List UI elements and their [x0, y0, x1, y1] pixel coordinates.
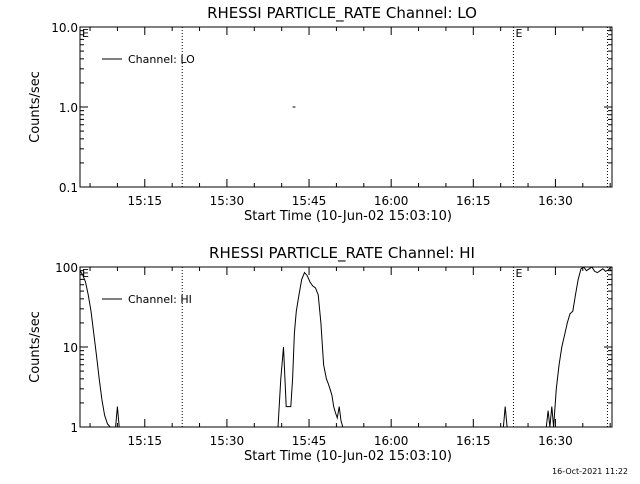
y-tick-label: 100	[55, 261, 78, 275]
y-tick-label: 10	[63, 341, 78, 355]
x-tick-label: 16:30	[538, 434, 573, 448]
x-tick-label: 15:45	[292, 434, 327, 448]
series-line	[553, 266, 612, 428]
y-axis-label: Counts/sec	[28, 71, 43, 143]
x-tick-label: 15:15	[127, 434, 162, 448]
series-line	[79, 270, 113, 428]
x-tick-label: 16:15	[456, 434, 491, 448]
series-line	[277, 271, 344, 428]
x-tick-label: 15:30	[210, 434, 245, 448]
y-tick-label: 0.1	[59, 181, 78, 195]
interval-marker-label: E	[515, 27, 522, 40]
plot-frame	[79, 266, 613, 428]
series-line	[115, 406, 120, 428]
x-tick-label: 15:15	[127, 194, 162, 208]
y-axis-label: Counts/sec	[28, 311, 43, 383]
x-axis-label: Start Time (10-Jun-02 15:03:10)	[244, 449, 452, 464]
interval-marker-label: E	[515, 267, 522, 280]
plot-frame	[79, 26, 613, 188]
y-tick-label: 1	[70, 421, 78, 435]
y-tick-label: 1.0	[59, 101, 78, 115]
chart-panel-hi: RHESSI PARTICLE_RATE Channel: HI 15:15 15:…	[28, 244, 613, 464]
y-tick-label: 10.0	[51, 21, 78, 35]
series-line	[502, 406, 508, 428]
x-tick-label: 16:00	[374, 194, 409, 208]
x-tick-label: 16:00	[374, 434, 409, 448]
x-tick-label: 16:15	[456, 194, 491, 208]
chart-title: RHESSI PARTICLE_RATE Channel: HI	[209, 244, 475, 263]
legend-entry: Channel: LO	[128, 53, 195, 66]
timestamp: 16-Oct-2021 11:22	[552, 467, 628, 476]
x-axis-label: Start Time (10-Jun-02 15:03:10)	[244, 209, 452, 224]
interval-marker-label: E	[82, 267, 89, 280]
chart-title: RHESSI PARTICLE_RATE Channel: LO	[207, 4, 477, 23]
x-tick-label: 15:30	[210, 194, 245, 208]
x-tick-label: 16:30	[538, 194, 573, 208]
chart-panel-lo: RHESSI PARTICLE_RATE Channel: LO 15:15 15:…	[28, 4, 613, 224]
legend-entry: Channel: HI	[128, 293, 192, 306]
interval-marker-label: E	[82, 27, 89, 40]
x-tick-label: 15:45	[292, 194, 327, 208]
series-line	[545, 406, 555, 428]
